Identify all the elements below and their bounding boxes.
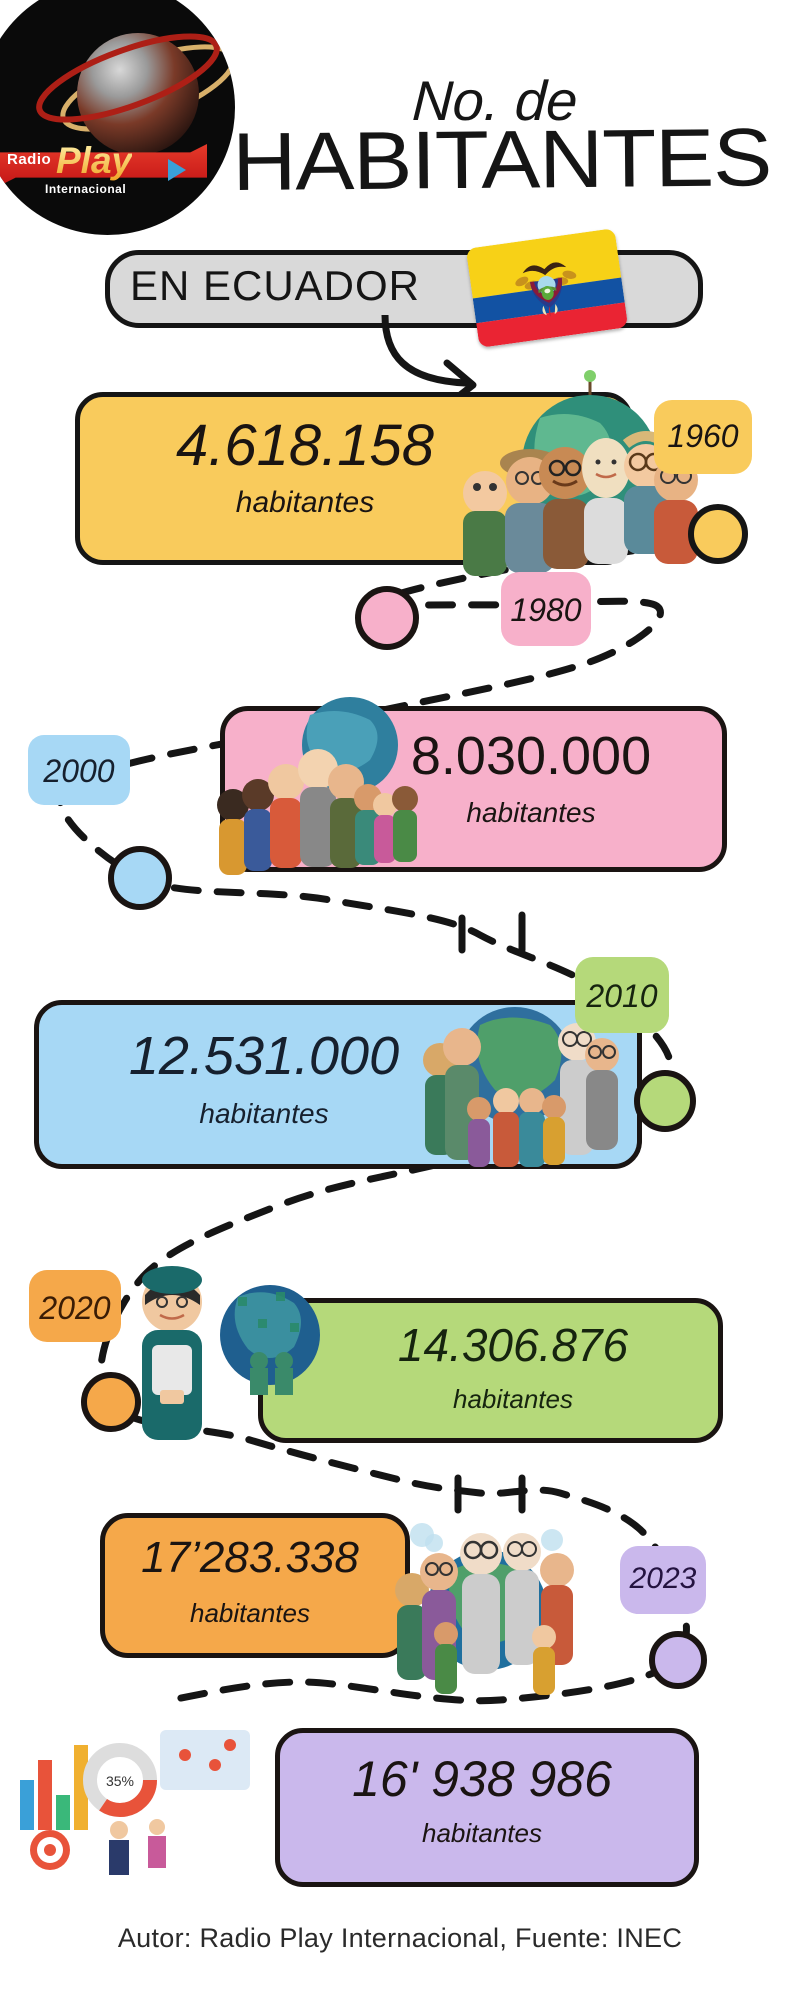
svg-text:35%: 35% bbox=[106, 1773, 134, 1789]
